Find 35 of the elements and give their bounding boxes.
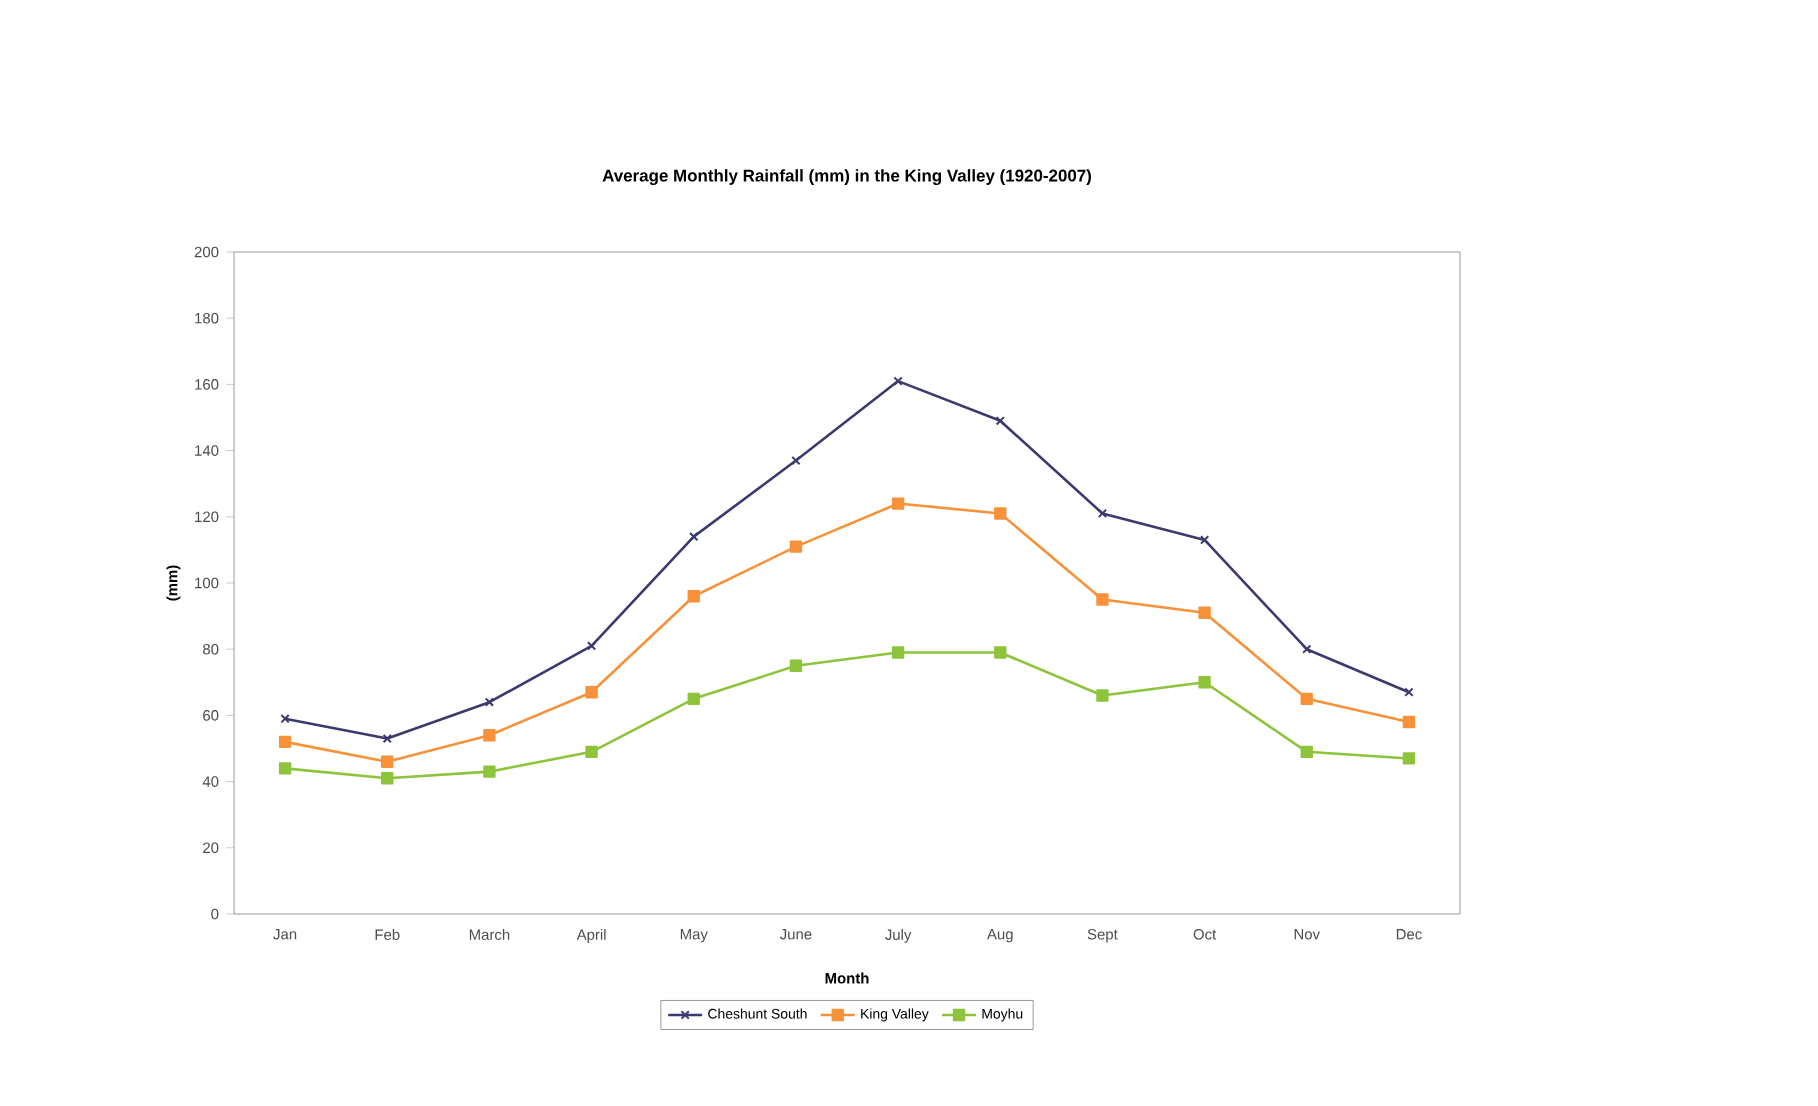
point [893,376,903,386]
point [1300,692,1313,706]
point [1198,676,1211,689]
point [278,735,292,749]
chart-title: Average Monthly Rainfall (mm) in the King Valley (1920-2007) [602,169,1091,185]
point [1096,689,1109,702]
point [1402,715,1416,729]
point [483,765,496,778]
point [1198,606,1211,619]
point [1300,745,1313,758]
point [1199,535,1210,545]
point [585,686,598,699]
point [382,733,392,744]
point [483,729,496,742]
point [586,641,597,651]
point [1096,593,1109,606]
point [585,745,598,758]
point [278,762,292,775]
point [381,772,394,785]
point [791,455,801,466]
point [994,646,1007,659]
point [1097,508,1108,519]
point [789,659,803,672]
point [1302,644,1312,654]
point [484,697,495,707]
point [687,590,700,603]
point [891,646,905,659]
point [994,507,1007,520]
point [995,416,1005,426]
point [687,692,700,706]
point [381,755,394,768]
point [789,540,803,553]
point [1402,752,1416,765]
point [891,497,905,510]
point [689,531,699,542]
